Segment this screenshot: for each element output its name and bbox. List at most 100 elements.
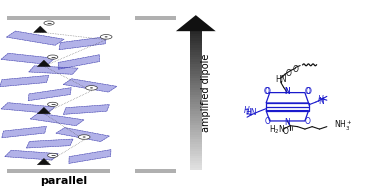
Ellipse shape (44, 21, 54, 25)
Bar (190, 111, 202, 114)
Bar (190, 104, 202, 107)
Bar (190, 62, 202, 64)
Bar (190, 116, 202, 118)
Ellipse shape (78, 135, 90, 139)
Polygon shape (28, 88, 71, 101)
Text: H$_2$N: H$_2$N (269, 123, 285, 136)
Polygon shape (2, 126, 46, 138)
Bar (190, 139, 202, 142)
Text: O: O (286, 69, 292, 78)
Bar (190, 156, 202, 158)
Text: HN: HN (246, 108, 257, 117)
Bar (190, 123, 202, 125)
Bar (190, 114, 202, 116)
Bar (190, 142, 202, 144)
Bar (190, 59, 202, 62)
Bar (190, 161, 202, 163)
Bar (190, 109, 202, 111)
Polygon shape (63, 79, 117, 92)
Bar (190, 92, 202, 95)
Polygon shape (69, 150, 111, 163)
Text: N: N (284, 87, 290, 96)
Bar (190, 41, 202, 43)
Bar (190, 125, 202, 128)
Ellipse shape (100, 35, 112, 39)
Text: O: O (283, 127, 289, 136)
Text: H: H (244, 106, 250, 115)
Polygon shape (37, 158, 51, 165)
Text: −: − (50, 153, 55, 158)
Bar (190, 121, 202, 123)
Text: amplified dipole: amplified dipole (201, 53, 211, 132)
Ellipse shape (48, 153, 58, 157)
Bar (190, 52, 202, 55)
Bar (190, 128, 202, 130)
Polygon shape (29, 66, 78, 74)
Polygon shape (56, 128, 109, 142)
Polygon shape (34, 26, 47, 33)
Text: O: O (292, 65, 298, 74)
Bar (190, 33, 202, 36)
Bar (190, 102, 202, 104)
Bar (190, 146, 202, 149)
Bar (190, 149, 202, 151)
Bar (190, 107, 202, 109)
Polygon shape (63, 105, 109, 114)
Bar (190, 38, 202, 41)
Bar (190, 55, 202, 57)
Ellipse shape (86, 86, 97, 90)
Bar (135, 16, 176, 20)
Polygon shape (26, 139, 73, 148)
Text: O: O (304, 117, 310, 126)
Bar (190, 64, 202, 67)
Bar (190, 57, 202, 59)
Bar (190, 118, 202, 121)
Bar (190, 74, 202, 76)
Bar (135, 169, 176, 173)
Text: parallel: parallel (41, 176, 87, 186)
Text: O: O (304, 87, 310, 96)
Bar (190, 45, 202, 48)
Polygon shape (7, 31, 64, 45)
Ellipse shape (90, 87, 93, 88)
Text: N: N (284, 87, 290, 96)
Bar (190, 43, 202, 45)
Bar (190, 71, 202, 74)
Polygon shape (37, 107, 51, 114)
Bar (190, 130, 202, 132)
Bar (190, 135, 202, 137)
Bar (7, 169, 110, 173)
Bar (190, 132, 202, 135)
Ellipse shape (105, 36, 108, 37)
Bar (190, 31, 202, 33)
Bar (190, 90, 202, 92)
Bar (190, 48, 202, 50)
Polygon shape (59, 37, 107, 50)
Ellipse shape (83, 136, 86, 138)
Bar (190, 36, 202, 38)
Bar (190, 168, 202, 170)
Bar (190, 97, 202, 99)
Polygon shape (1, 53, 55, 64)
Bar (7, 16, 110, 20)
Text: O: O (265, 117, 270, 126)
Ellipse shape (48, 102, 58, 106)
Bar (190, 83, 202, 85)
Bar (190, 163, 202, 165)
Text: O: O (265, 87, 270, 96)
Text: O: O (306, 87, 311, 96)
Text: NH$_3^+$: NH$_3^+$ (334, 119, 352, 133)
Bar (190, 137, 202, 139)
Polygon shape (1, 103, 55, 113)
Polygon shape (58, 55, 100, 69)
Ellipse shape (48, 55, 58, 59)
Polygon shape (0, 75, 49, 87)
Polygon shape (37, 60, 51, 67)
Polygon shape (30, 113, 84, 126)
Bar (190, 154, 202, 156)
Bar (190, 29, 202, 31)
Bar (190, 69, 202, 71)
Bar (190, 165, 202, 168)
Bar (190, 85, 202, 88)
Bar (190, 81, 202, 83)
